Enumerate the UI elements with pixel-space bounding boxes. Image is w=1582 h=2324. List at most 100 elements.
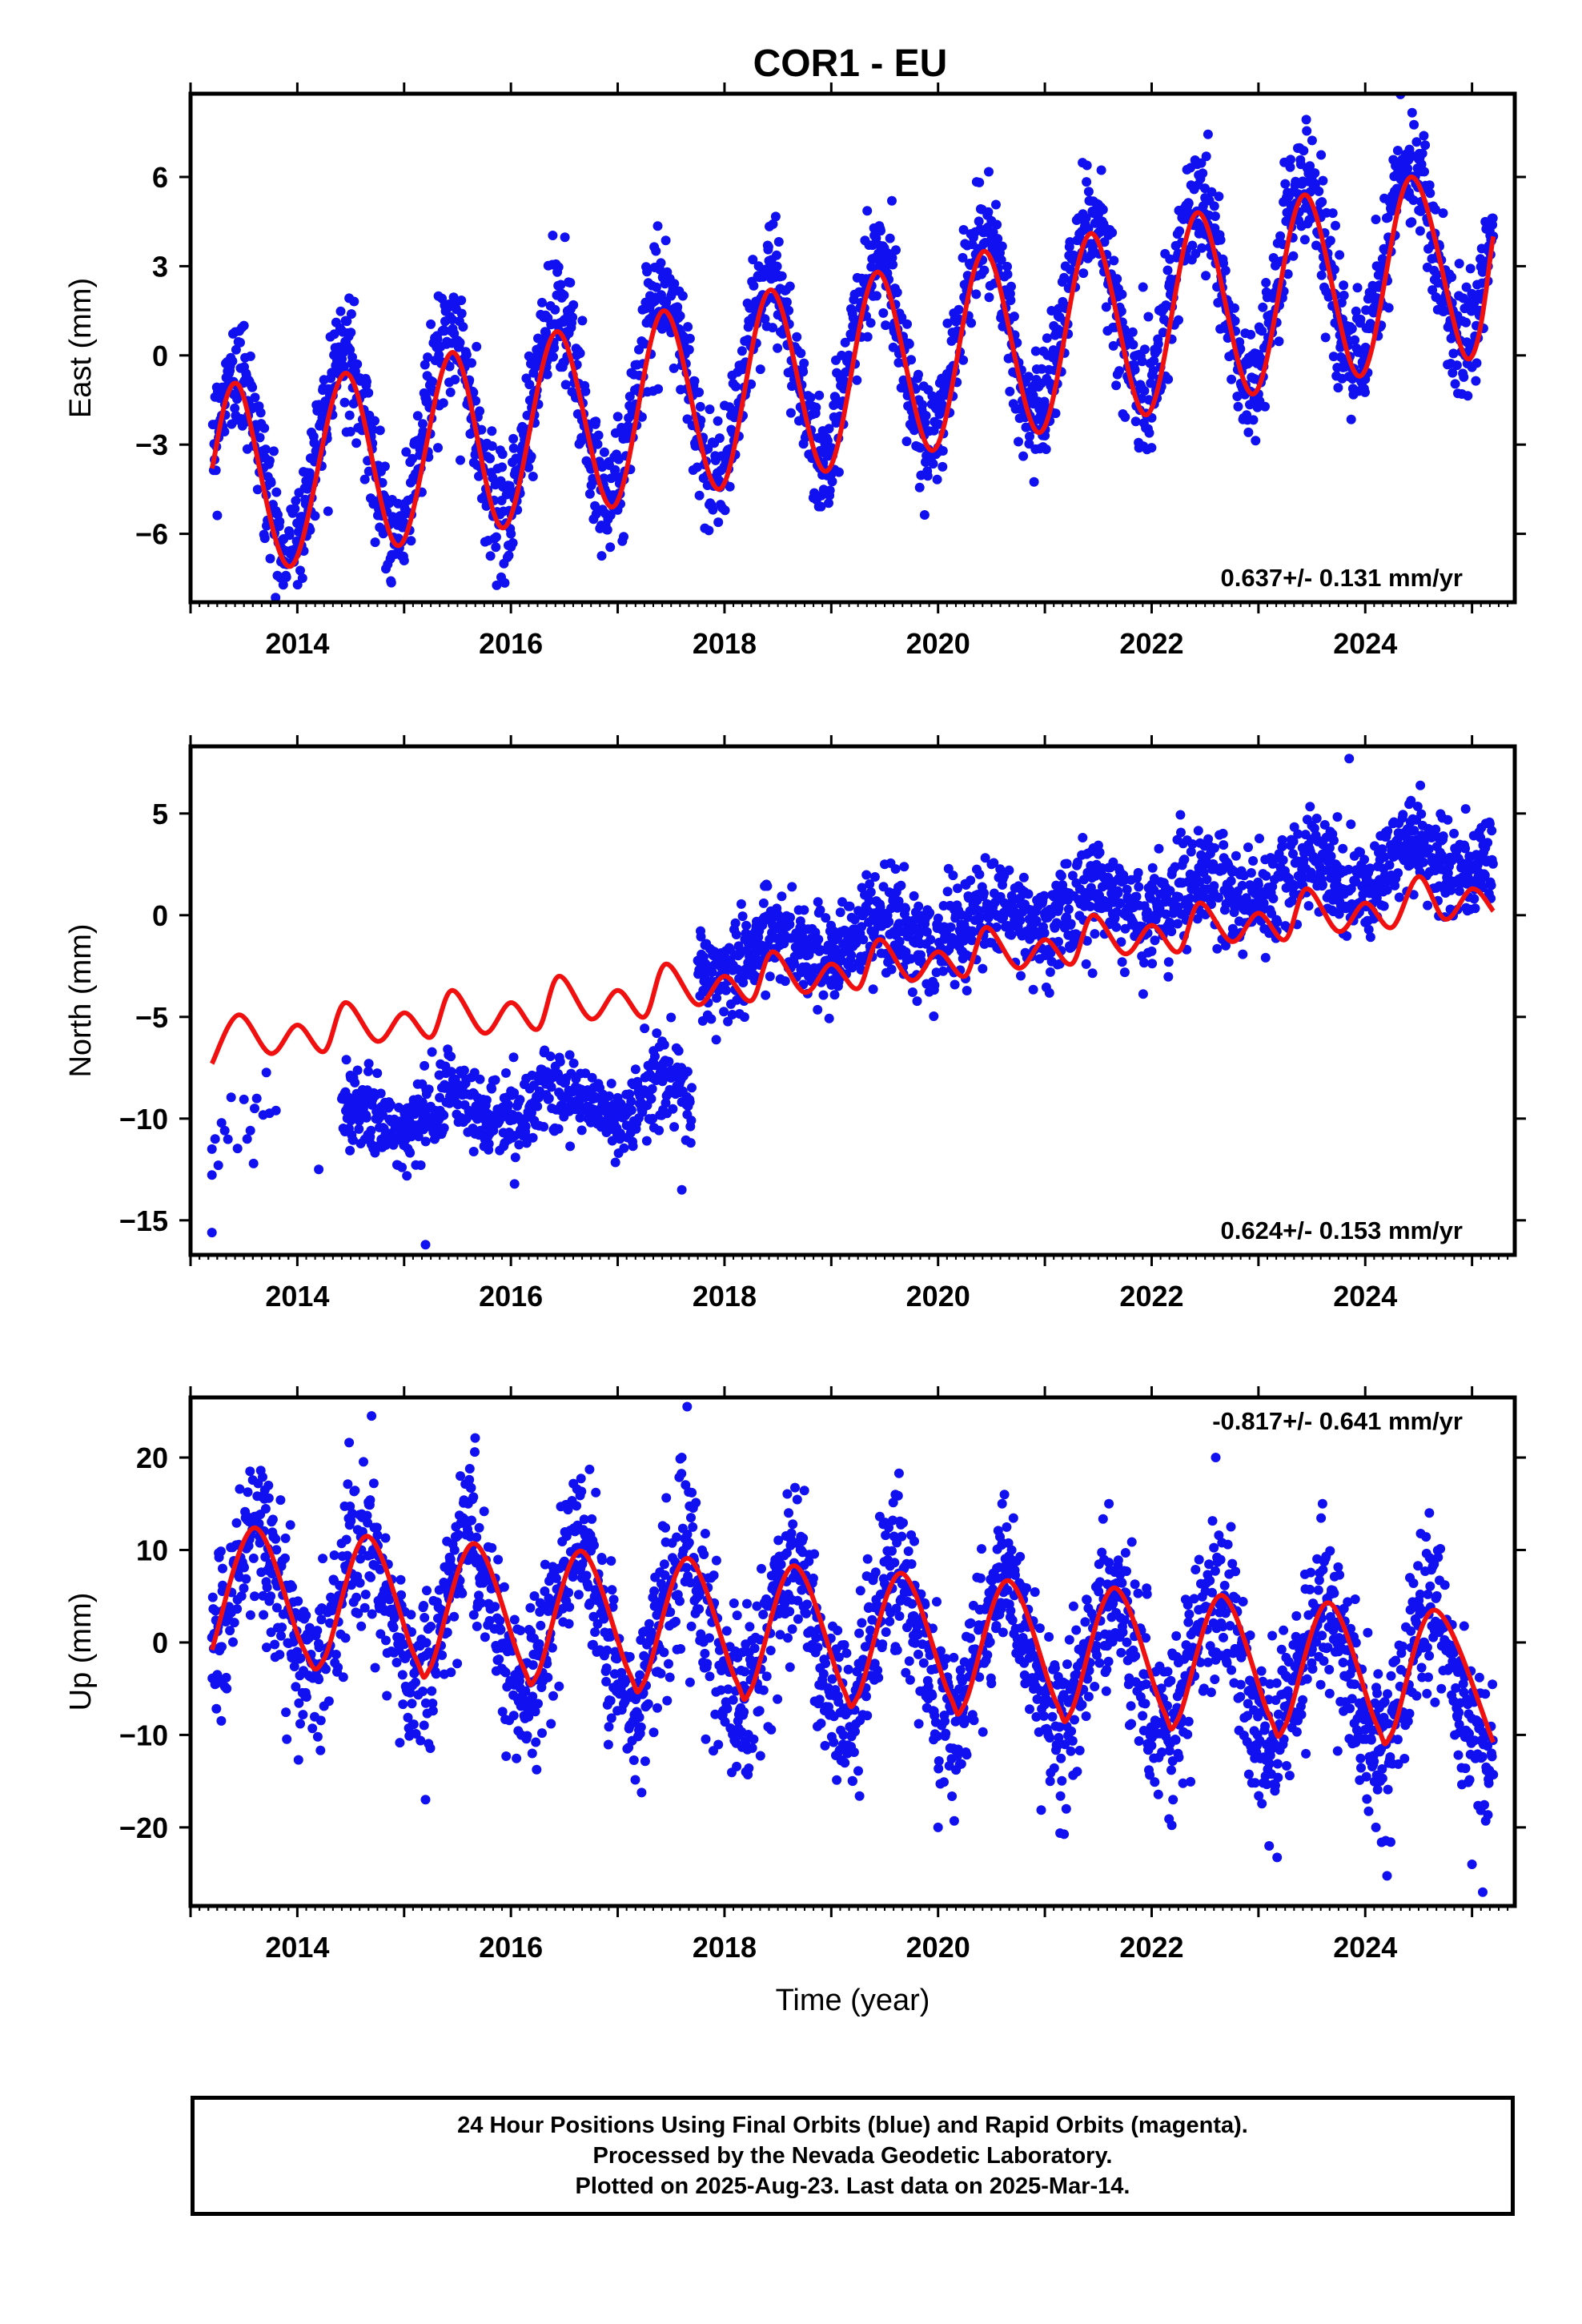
data-point — [833, 467, 844, 477]
data-point — [1394, 892, 1404, 903]
data-point — [733, 941, 744, 951]
data-point — [1460, 804, 1471, 814]
data-point — [207, 1228, 217, 1238]
data-point — [1146, 443, 1157, 453]
data-point — [397, 1162, 408, 1172]
data-point — [1037, 364, 1047, 374]
data-point — [1108, 857, 1118, 867]
data-point — [1018, 872, 1029, 883]
data-point — [858, 935, 869, 945]
data-point — [510, 1152, 520, 1163]
data-point — [1130, 416, 1141, 427]
data-point — [471, 396, 481, 406]
data-point — [1115, 898, 1126, 908]
data-point — [906, 355, 917, 365]
data-point — [719, 951, 729, 961]
data-point — [773, 343, 783, 353]
data-point — [861, 870, 872, 880]
data-point — [1065, 237, 1075, 247]
data-point — [370, 537, 380, 548]
data-point — [1384, 860, 1395, 870]
data-point — [524, 380, 535, 390]
data-point — [335, 306, 346, 316]
data-point — [648, 1113, 658, 1124]
data-point — [1431, 204, 1440, 215]
data-point — [428, 376, 438, 387]
data-point — [1030, 346, 1041, 356]
data-point — [1278, 855, 1288, 865]
data-point — [694, 490, 705, 501]
data-point — [1309, 823, 1319, 834]
data-point — [1039, 928, 1050, 938]
data-point — [540, 1045, 550, 1055]
data-point — [615, 1128, 625, 1139]
data-point — [1042, 333, 1052, 344]
data-point — [1081, 959, 1091, 969]
data-point — [1338, 843, 1348, 854]
data-point — [271, 1105, 281, 1116]
data-point — [1390, 880, 1400, 891]
data-point — [929, 425, 939, 436]
data-point — [207, 1144, 217, 1154]
data-point — [487, 426, 497, 436]
data-point — [1014, 436, 1023, 447]
data-point — [1002, 269, 1013, 279]
data-point — [1336, 298, 1347, 308]
data-point — [1424, 180, 1435, 191]
data-point — [1082, 160, 1092, 171]
data-point — [1025, 432, 1034, 441]
data-point — [1083, 187, 1094, 197]
data-point — [1302, 126, 1312, 136]
data-point — [685, 1138, 696, 1148]
data-point — [677, 291, 688, 301]
data-point — [515, 1095, 525, 1105]
data-point — [1258, 302, 1268, 312]
data-point — [231, 344, 241, 355]
data-point — [813, 1004, 823, 1015]
data-point — [1082, 935, 1092, 946]
data-point — [1107, 227, 1118, 238]
data-point — [958, 252, 968, 263]
data-point — [508, 1052, 519, 1063]
data-point — [626, 1105, 636, 1116]
data-point — [560, 232, 570, 243]
data-point — [297, 573, 307, 583]
x-tick-label: 2018 — [693, 627, 757, 660]
data-point — [1114, 366, 1124, 376]
data-point — [1423, 900, 1433, 911]
data-point — [824, 1013, 834, 1023]
data-point — [1067, 870, 1078, 881]
data-point — [1215, 235, 1226, 245]
data-point — [432, 334, 443, 344]
data-point — [1253, 879, 1263, 890]
data-point — [1193, 826, 1203, 836]
data-point — [1041, 444, 1051, 454]
data-point — [232, 1144, 243, 1154]
data-point — [980, 853, 990, 863]
data-point — [252, 485, 263, 495]
data-point — [1096, 165, 1106, 175]
data-point — [610, 1157, 620, 1168]
data-point — [880, 255, 889, 265]
data-point — [366, 1125, 376, 1136]
data-point — [1326, 851, 1336, 862]
data-point — [692, 462, 702, 472]
data-point — [968, 927, 978, 937]
data-point — [707, 967, 717, 977]
data-point — [992, 219, 1002, 230]
data-point — [651, 282, 661, 292]
data-point — [668, 1104, 678, 1114]
data-point — [323, 506, 333, 517]
data-point — [713, 416, 723, 426]
data-point — [666, 1012, 677, 1023]
data-point — [753, 261, 764, 271]
data-point — [418, 419, 428, 429]
data-point — [469, 1068, 480, 1078]
data-point — [584, 489, 595, 499]
data-point — [1059, 272, 1070, 283]
data-point — [932, 474, 942, 485]
y-tick-label: −6 — [135, 518, 168, 551]
data-point — [1255, 834, 1264, 843]
data-point — [1427, 833, 1437, 842]
